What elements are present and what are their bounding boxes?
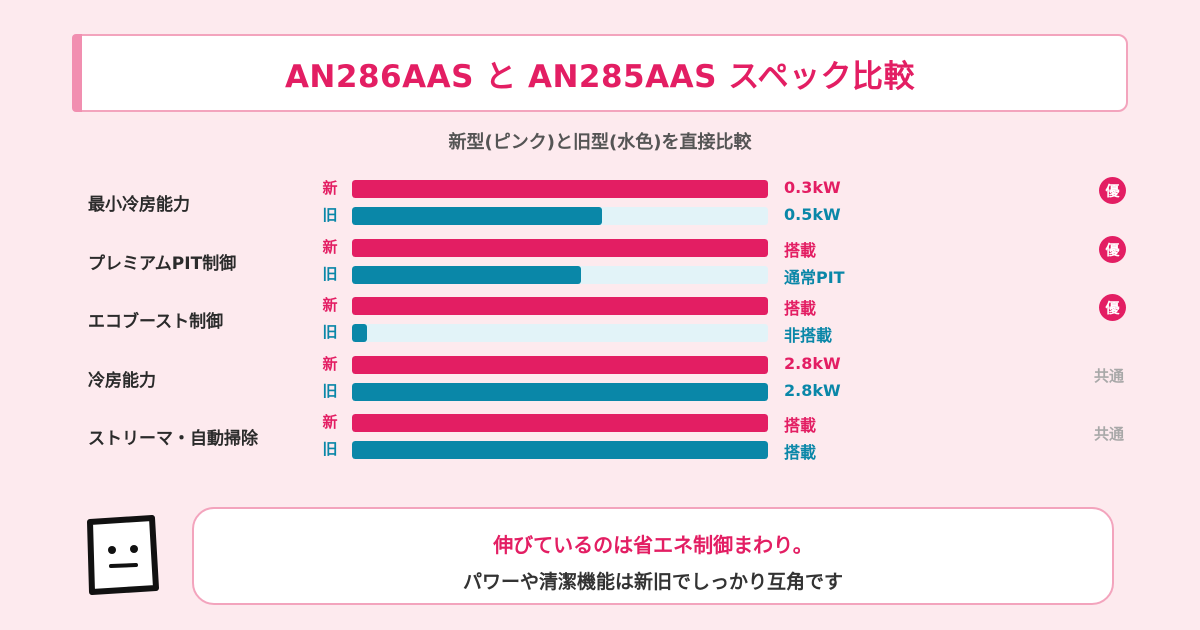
callout-bubble: 伸びているのは省エネ制御まわり。 パワーや清潔機能は新旧でしっかり互角です	[192, 507, 1114, 605]
old-series-tag: 旧	[322, 206, 338, 224]
callout-body: パワーや清潔機能は新旧でしっかり互角です	[462, 571, 843, 593]
old-bar-track	[352, 207, 768, 225]
title-box: AN286AAS と AN285AAS スペック比較	[72, 34, 1128, 112]
old-series-tag: 旧	[322, 323, 338, 341]
superior-badge: 優	[1099, 236, 1126, 263]
new-bar-track	[352, 414, 768, 432]
square-face-icon	[87, 515, 159, 595]
chart-subtitle: 新型(ピンク)と旧型(水色)を直接比較	[448, 132, 752, 153]
new-value-label: 2.8kW	[784, 354, 841, 373]
row-label: 冷房能力	[88, 371, 156, 391]
new-bar-track	[352, 297, 768, 315]
old-bar	[352, 266, 581, 284]
new-series-tag: 新	[322, 238, 338, 256]
new-bar-track	[352, 356, 768, 374]
old-bar	[352, 383, 768, 401]
old-series-tag: 旧	[322, 382, 338, 400]
new-series-tag: 新	[322, 296, 338, 314]
old-value-label: 非搭載	[784, 326, 833, 345]
old-bar	[352, 324, 367, 342]
row-label: ストリーマ・自動掃除	[88, 429, 258, 449]
old-value-label: 2.8kW	[784, 381, 841, 400]
new-bar	[352, 356, 768, 374]
new-bar	[352, 297, 768, 315]
new-series-tag: 新	[322, 179, 338, 197]
old-bar-track	[352, 266, 768, 284]
new-value-label: 搭載	[784, 299, 817, 318]
row-label: 最小冷房能力	[88, 195, 190, 215]
old-bar-track	[352, 324, 768, 342]
old-bar-track	[352, 383, 768, 401]
new-bar-track	[352, 180, 768, 198]
row-label: プレミアムPIT制御	[88, 254, 237, 274]
common-label: 共通	[1094, 425, 1125, 443]
new-bar	[352, 414, 768, 432]
title-accent-bar	[72, 34, 82, 112]
new-value-label: 搭載	[784, 416, 817, 435]
new-series-tag: 新	[322, 355, 338, 373]
superior-badge: 優	[1099, 294, 1126, 321]
old-bar	[352, 207, 602, 225]
old-bar	[352, 441, 768, 459]
row-label: エコブースト制御	[88, 312, 224, 332]
page-title: AN286AAS と AN285AAS スペック比較	[284, 58, 916, 95]
new-bar	[352, 239, 768, 257]
old-value-label: 0.5kW	[784, 205, 841, 224]
new-series-tag: 新	[322, 413, 338, 431]
new-bar-track	[352, 239, 768, 257]
old-value-label: 搭載	[784, 443, 817, 462]
new-bar	[352, 180, 768, 198]
old-bar-track	[352, 441, 768, 459]
new-value-label: 搭載	[784, 241, 817, 260]
new-value-label: 0.3kW	[784, 178, 841, 197]
common-label: 共通	[1094, 367, 1125, 385]
callout-headline: 伸びているのは省エネ制御まわり。	[493, 533, 813, 557]
old-series-tag: 旧	[322, 265, 338, 283]
old-series-tag: 旧	[322, 440, 338, 458]
superior-badge: 優	[1099, 177, 1126, 204]
old-value-label: 通常PIT	[784, 268, 845, 287]
